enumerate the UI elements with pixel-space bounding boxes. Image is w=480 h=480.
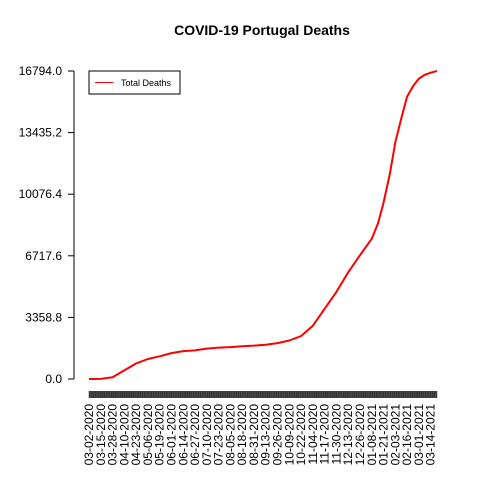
x-tick-label: 12-13-2020 — [341, 404, 355, 466]
x-tick-label: 11-17-2020 — [318, 404, 332, 465]
x-tick-label: 03-14-2021 — [424, 404, 438, 466]
x-tick-label: 08-05-2020 — [223, 404, 237, 466]
x-tick-label: 03-15-2020 — [94, 404, 108, 466]
series-layer — [88, 70, 438, 380]
axes: 0.0 3358.8 6717.6 10076.4 13435.2 16794.0 03-0… — [19, 64, 438, 465]
y-tick-label: 0.0 — [45, 372, 62, 386]
y-tick-label: 10076.4 — [19, 187, 63, 201]
x-tick-label: 11-04-2020 — [306, 404, 320, 465]
x-tick-label: 05-19-2020 — [153, 404, 167, 466]
x-tick-label: 02-03-2021 — [388, 404, 402, 466]
chart-title: COVID-19 Portugal Deaths — [174, 22, 350, 38]
legend-box — [88, 70, 181, 95]
x-tick-label: 06-01-2020 — [164, 404, 178, 466]
legend-label-total-deaths: Total Deaths — [121, 78, 172, 88]
x-tick-label: 01-08-2021 — [365, 404, 379, 466]
x-tick-label: 04-23-2020 — [129, 404, 143, 466]
x-tick-label: 03-01-2021 — [412, 404, 426, 466]
x-tick-label: 09-26-2020 — [271, 404, 285, 466]
y-tick-label: 13435.2 — [19, 126, 63, 140]
x-tick-label: 07-10-2020 — [200, 404, 214, 466]
x-tick-label: 04-10-2020 — [117, 404, 131, 466]
x-tick-label: 07-23-2020 — [212, 404, 226, 466]
y-tick-label: 3358.8 — [25, 310, 62, 324]
y-tick-label: 6717.6 — [25, 249, 62, 263]
x-tick-label: 10-09-2020 — [282, 404, 296, 466]
x-tick-label: 08-18-2020 — [235, 404, 249, 466]
x-tick-label: 06-14-2020 — [176, 404, 190, 466]
x-tick-label: 08-31-2020 — [247, 404, 261, 466]
x-tick-label: 11-30-2020 — [329, 404, 343, 465]
y-tick-label: 16794.0 — [19, 64, 63, 78]
x-tick-label: 01-21-2021 — [377, 404, 391, 466]
x-tick-label: 02-16-2021 — [400, 404, 414, 466]
x-tick-label: 09-13-2020 — [259, 404, 273, 466]
x-tick-label: 03-28-2020 — [106, 404, 120, 466]
x-tick-label: 10-22-2020 — [294, 404, 308, 466]
x-tick-label: 03-02-2020 — [82, 404, 96, 466]
legend: Total Deaths — [88, 70, 181, 95]
x-tick-label: 05-06-2020 — [141, 404, 155, 466]
x-tick-label: 06-27-2020 — [188, 404, 202, 466]
x-tick-label: 12-26-2020 — [353, 404, 367, 466]
series-line-total-deaths — [88, 70, 438, 380]
